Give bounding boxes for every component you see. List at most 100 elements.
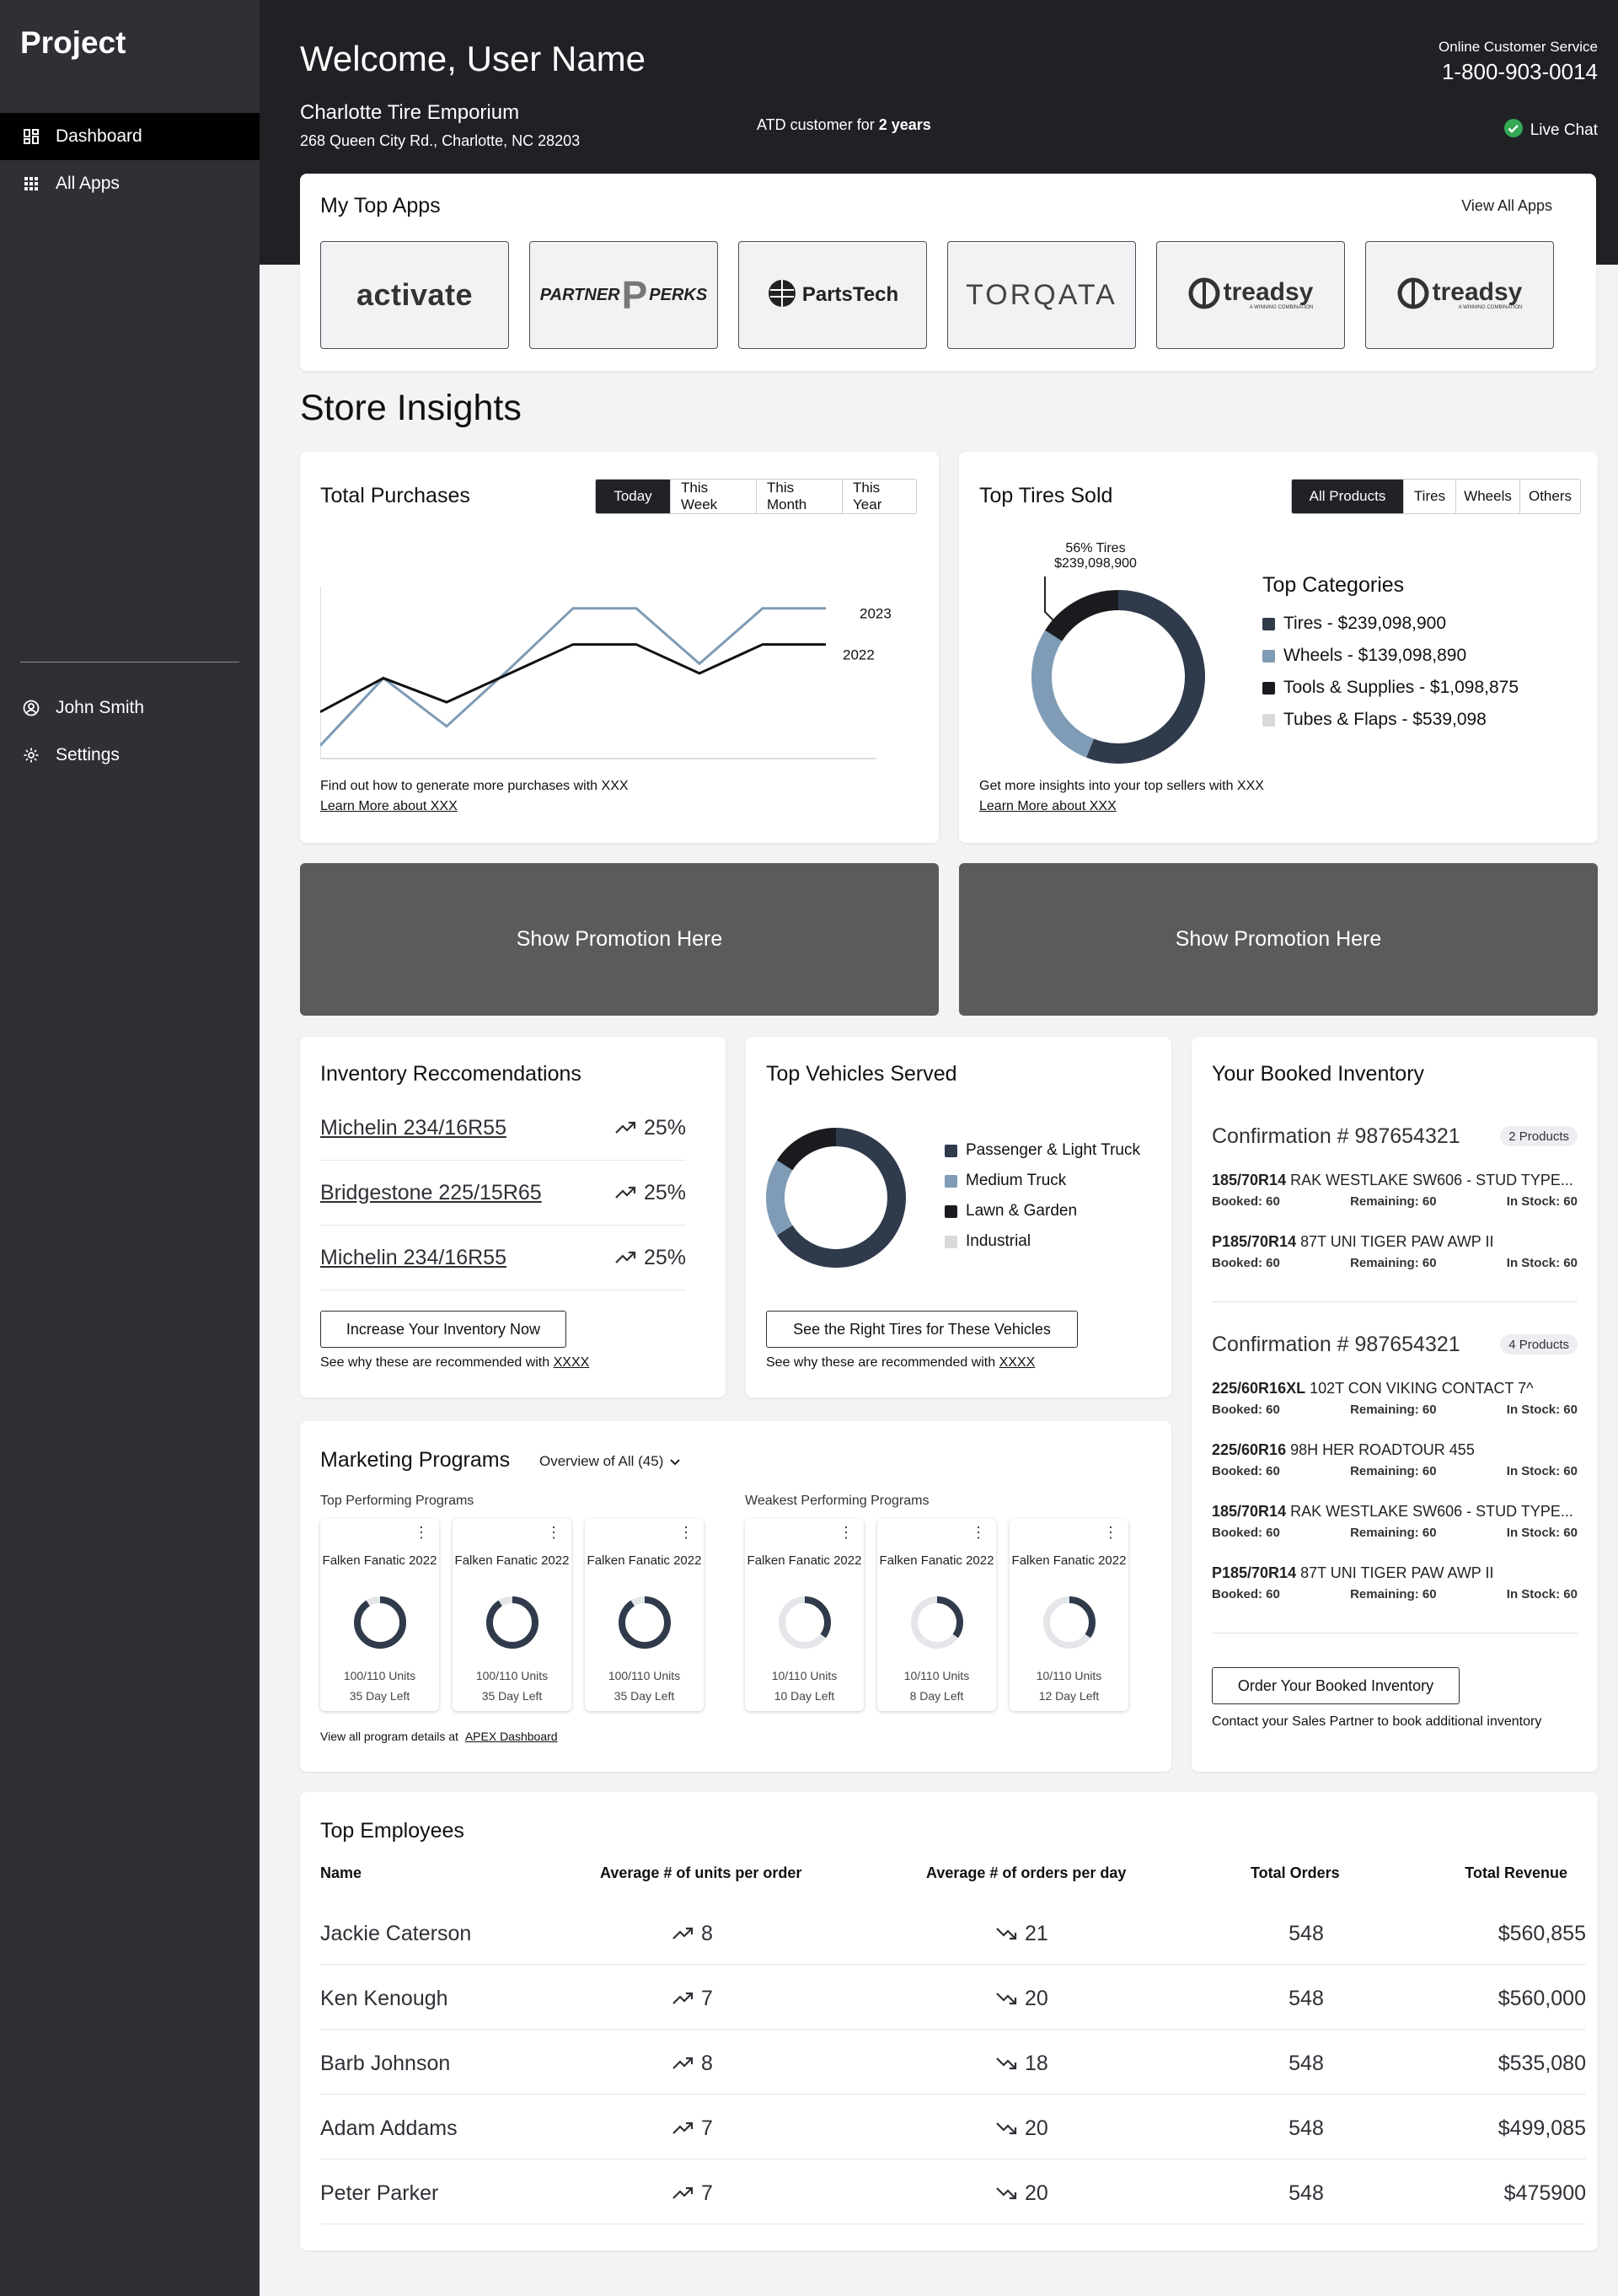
app-tile-activate[interactable]: activate: [320, 241, 509, 349]
column-header-orders: Average # of orders per day: [926, 1864, 1127, 1881]
remaining-count: Remaining: 60: [1350, 1194, 1437, 1209]
nav-label: Settings: [56, 745, 120, 764]
program-name: Falken Fanatic 2022: [322, 1553, 437, 1568]
tab-this-year[interactable]: This Year: [842, 480, 916, 513]
promo-banner-right[interactable]: Show Promotion Here: [959, 863, 1598, 1016]
confirmation-number: Confirmation # 987654321: [1212, 1124, 1460, 1148]
employee-name: Barb Johnson: [320, 2052, 451, 2075]
ring-fill: [619, 1596, 671, 1649]
apex-dashboard-link[interactable]: APEX Dashboard: [464, 1730, 558, 1743]
program-card[interactable]: ⋮ Falken Fanatic 2022 100/110 Units 35 Day …: [453, 1519, 571, 1711]
nav-user-profile[interactable]: John Smith: [0, 684, 260, 732]
item-code: P185/70R14: [1212, 1564, 1297, 1581]
trend-down-icon: [996, 2116, 1018, 2141]
tab-others[interactable]: Others: [1519, 480, 1580, 513]
partstech-logo: PartsTech: [801, 283, 899, 306]
ring-fill: [911, 1596, 963, 1649]
legend-label: Tires - $239,098,900: [1283, 614, 1447, 633]
tab-this-month[interactable]: This Month: [756, 480, 842, 513]
series-label-2022: 2022: [843, 647, 875, 663]
activate-logo: activate: [356, 277, 474, 312]
purchases-learn-more-link[interactable]: Learn More about XXX: [320, 799, 458, 813]
treadsy-tagline: A WINNING COMBINATION: [1249, 305, 1314, 310]
app-tile-partstech[interactable]: PartsTech: [738, 241, 927, 349]
orders-cell: 20: [996, 1987, 1048, 2011]
list-item: Michelin 234/16R55 25%: [320, 1096, 686, 1161]
tab-wheels[interactable]: Wheels: [1455, 480, 1519, 513]
gear-icon: [22, 746, 40, 764]
kebab-menu-icon[interactable]: ⋮: [414, 1524, 429, 1541]
nav-settings[interactable]: Settings: [0, 732, 260, 779]
program-card[interactable]: ⋮ Falken Fanatic 2022 100/110 Units 35 Day …: [585, 1519, 704, 1711]
increase-inventory-button[interactable]: Increase Your Inventory Now: [320, 1311, 566, 1348]
booked-title: Your Booked Inventory: [1212, 1062, 1425, 1086]
brand-logo: Project: [20, 25, 126, 60]
legend-label: Lawn & Garden: [966, 1202, 1078, 1220]
legend-item: Passenger & Light Truck: [945, 1141, 1140, 1160]
inventory-recommendations-card: Inventory Reccomendations Michelin 234/1…: [300, 1037, 726, 1397]
kebab-menu-icon[interactable]: ⋮: [971, 1524, 986, 1541]
check-circle-icon: [1503, 118, 1524, 143]
promo-banner-left[interactable]: Show Promotion Here: [300, 863, 939, 1016]
inventory-item-link[interactable]: Bridgestone 225/15R65: [320, 1180, 542, 1204]
tab-this-week[interactable]: This Week: [670, 480, 756, 513]
view-all-apps-link[interactable]: View All Apps: [1461, 197, 1552, 214]
orders-value: 20: [1025, 1987, 1048, 2010]
nav-dashboard[interactable]: Dashboard: [0, 113, 260, 160]
kebab-menu-icon[interactable]: ⋮: [546, 1524, 561, 1541]
inventory-item-link[interactable]: Michelin 234/16R55: [320, 1245, 506, 1269]
tab-today[interactable]: Today: [596, 480, 670, 513]
units-value: 7: [701, 1987, 713, 2010]
tires-learn-more-link[interactable]: Learn More about XXX: [979, 799, 1117, 813]
tires-callout: 56% Tires $239,098,900: [1011, 541, 1180, 571]
program-progress-ring: [354, 1596, 406, 1649]
stock-count: In Stock: 60: [1506, 1526, 1578, 1540]
donut-slice-tools-supplies: [1045, 590, 1119, 642]
kebab-menu-icon[interactable]: ⋮: [838, 1524, 854, 1541]
program-card[interactable]: ⋮ Falken Fanatic 2022 10/110 Units 8 Day Le…: [877, 1519, 996, 1711]
nav-label: Dashboard: [56, 126, 142, 146]
legend-swatch: [1262, 617, 1275, 630]
inventory-note-link[interactable]: XXXX: [553, 1355, 590, 1370]
legend-label: Industrial: [966, 1232, 1031, 1250]
item-desc: 87T UNI TIGER PAW AWP II: [1300, 1564, 1494, 1581]
series-line-2023: [320, 607, 826, 747]
see-tires-button[interactable]: See the Right Tires for These Vehicles: [766, 1311, 1078, 1348]
remaining-count: Remaining: 60: [1350, 1526, 1437, 1540]
service-phone[interactable]: 1-800-903-0014: [1441, 59, 1598, 84]
program-days-left: 35 Day Left: [481, 1689, 543, 1703]
treadsy-logo-icon: [1188, 277, 1220, 314]
live-chat-link[interactable]: Live Chat: [1503, 118, 1598, 143]
list-item: Michelin 234/16R55 25%: [320, 1226, 686, 1290]
app-tile-treadsy[interactable]: treadsy A WINNING COMBINATION: [1156, 241, 1345, 349]
program-card[interactable]: ⋮ Falken Fanatic 2022 10/110 Units 12 Day L…: [1010, 1519, 1128, 1711]
tab-tires[interactable]: Tires: [1403, 480, 1455, 513]
vehicles-note-link[interactable]: XXXX: [999, 1355, 1036, 1370]
donut-slice-lawn-garden: [776, 1128, 837, 1171]
order-booked-inventory-button[interactable]: Order Your Booked Inventory: [1212, 1667, 1460, 1704]
program-name: Falken Fanatic 2022: [1011, 1553, 1127, 1568]
marketing-title: Marketing Programs: [320, 1448, 511, 1472]
program-card[interactable]: ⋮ Falken Fanatic 2022 10/110 Units 10 Day L…: [745, 1519, 864, 1711]
donut-slice-tires: [1086, 590, 1205, 764]
table-row: Jackie Caterson 8 21 548 $560,855: [320, 1900, 1586, 1965]
item-desc: RAK WESTLAKE SW606 - STUD TYPE...: [1290, 1503, 1573, 1520]
app-tile-treadsy-2[interactable]: treadsy A WINNING COMBINATION: [1365, 241, 1554, 349]
kebab-menu-icon[interactable]: ⋮: [1103, 1524, 1118, 1541]
units-cell: 7: [672, 2116, 713, 2141]
programs-filter-dropdown[interactable]: Overview of All (45): [539, 1453, 681, 1470]
product-count-badge: 4 Products: [1500, 1334, 1578, 1355]
callout-percent: 56% Tires: [1065, 541, 1126, 555]
units-value: 8: [701, 1922, 713, 1945]
program-units: 100/110 Units: [343, 1669, 416, 1682]
app-tile-partner-perks[interactable]: PARTNER P PERKS: [529, 241, 718, 349]
kebab-menu-icon[interactable]: ⋮: [678, 1524, 694, 1541]
program-card[interactable]: ⋮ Falken Fanatic 2022 100/110 Units 35 Day …: [320, 1519, 439, 1711]
nav-all-apps[interactable]: All Apps: [0, 160, 260, 207]
live-chat-label: Live Chat: [1530, 121, 1598, 139]
inventory-item-link[interactable]: Michelin 234/16R55: [320, 1115, 506, 1140]
program-progress-ring: [1043, 1596, 1096, 1649]
app-tile-torqata[interactable]: TORQATA: [947, 241, 1136, 349]
tab-all-products[interactable]: All Products: [1292, 480, 1403, 513]
sidebar-divider: [20, 662, 239, 663]
